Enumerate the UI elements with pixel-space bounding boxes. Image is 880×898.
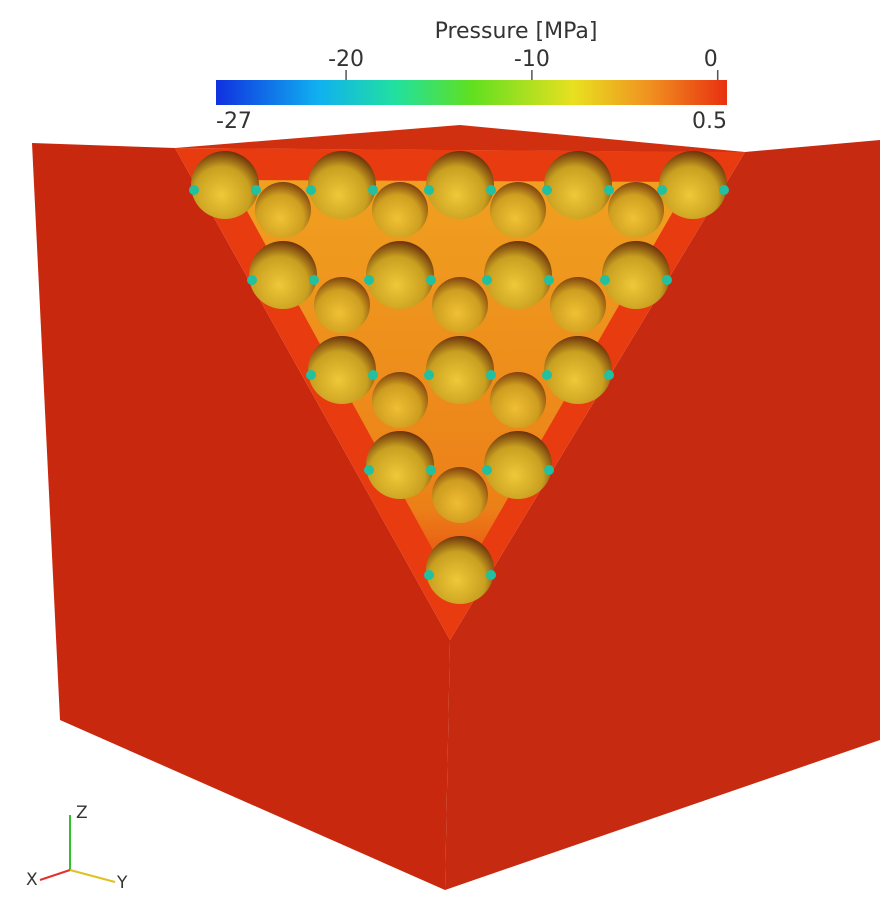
contact	[719, 185, 729, 195]
colorbar-tick-label: -20	[328, 47, 364, 72]
contact	[486, 570, 496, 580]
sphere	[366, 431, 434, 499]
viewport: Pressure [MPa] -27 0.5 Z X Y -20 -10 0	[0, 0, 880, 898]
contact	[424, 570, 434, 580]
contact	[482, 465, 492, 475]
contact	[662, 275, 672, 285]
sphere	[372, 182, 428, 238]
contact	[604, 185, 614, 195]
contact	[486, 185, 496, 195]
contact	[368, 185, 378, 195]
axis-y: Y	[116, 873, 128, 893]
sphere	[544, 336, 612, 404]
sphere	[372, 372, 428, 428]
sphere	[490, 372, 546, 428]
contact	[306, 185, 316, 195]
colorbar-title: Pressure [MPa]	[435, 19, 598, 44]
colorbar-max: 0.5	[692, 109, 727, 134]
contact	[542, 370, 552, 380]
contact	[486, 370, 496, 380]
contact	[364, 275, 374, 285]
sphere	[249, 241, 317, 309]
colorbar-min: -27	[216, 109, 252, 134]
sphere	[255, 182, 311, 238]
sphere	[659, 151, 727, 219]
cube-top-edge	[175, 125, 745, 152]
contact	[309, 275, 319, 285]
contact	[251, 185, 261, 195]
contact	[544, 275, 554, 285]
sphere	[191, 151, 259, 219]
sphere	[426, 151, 494, 219]
sphere	[550, 277, 606, 333]
contact	[306, 370, 316, 380]
sphere	[308, 151, 376, 219]
contact	[604, 370, 614, 380]
sphere	[432, 277, 488, 333]
contact	[426, 275, 436, 285]
axis-z: Z	[76, 803, 88, 823]
sphere	[602, 241, 670, 309]
sphere	[484, 241, 552, 309]
sphere	[608, 182, 664, 238]
sphere	[366, 241, 434, 309]
contact	[424, 370, 434, 380]
contact	[657, 185, 667, 195]
sphere	[490, 182, 546, 238]
contact	[368, 370, 378, 380]
contact	[544, 465, 554, 475]
sphere	[314, 277, 370, 333]
axes-triad: Z X Y	[26, 803, 128, 893]
contact	[424, 185, 434, 195]
contact	[247, 275, 257, 285]
contact	[364, 465, 374, 475]
contact	[189, 185, 199, 195]
contact	[542, 185, 552, 195]
colorbar	[216, 80, 727, 105]
axis-x: X	[26, 870, 38, 890]
colorbar-tick-label: 0	[704, 47, 718, 72]
sphere	[432, 467, 488, 523]
contact	[426, 465, 436, 475]
contact	[600, 275, 610, 285]
sphere	[308, 336, 376, 404]
contact	[482, 275, 492, 285]
sphere	[484, 431, 552, 499]
sphere	[544, 151, 612, 219]
colorbar-tick-label: -10	[514, 47, 550, 72]
sphere	[426, 336, 494, 404]
sphere	[426, 536, 494, 604]
